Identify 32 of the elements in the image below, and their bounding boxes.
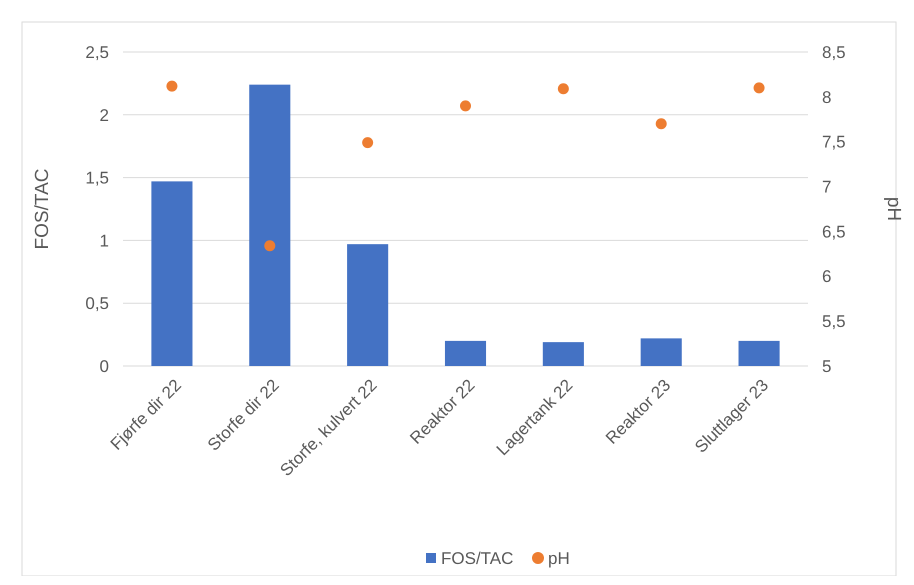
y2-tick-label: 5,5 xyxy=(822,312,846,332)
y2-tick-label: 6 xyxy=(822,267,832,286)
bar xyxy=(640,338,682,366)
y-tick-label: 2,5 xyxy=(85,42,109,62)
y-tick-label: 0,5 xyxy=(85,294,109,314)
y-tick-label: 0 xyxy=(100,356,109,376)
legend-label: FOS/TAC xyxy=(441,548,514,568)
bar xyxy=(444,340,486,366)
y2-tick-label: 8 xyxy=(822,88,832,107)
y2-tick-label: 7,5 xyxy=(822,132,846,152)
y2-tick-label: 5 xyxy=(822,356,832,376)
point xyxy=(656,118,667,130)
y-tick-label: 1 xyxy=(100,231,109,250)
y2-tick-label: 6,5 xyxy=(822,222,846,242)
y2-tick-label: 7 xyxy=(822,178,832,197)
y-axis-title: FOS/TAC xyxy=(32,168,53,250)
point xyxy=(754,82,765,94)
y-tick-label: 1,5 xyxy=(85,168,109,188)
bar xyxy=(249,84,290,366)
legend-label: pH xyxy=(548,548,570,568)
point xyxy=(460,100,471,112)
point xyxy=(558,83,569,94)
point xyxy=(362,137,374,148)
bar xyxy=(151,181,192,366)
bar xyxy=(738,340,780,366)
y2-tick-label: 8,5 xyxy=(822,42,846,62)
y-tick-label: 2 xyxy=(100,106,109,125)
point xyxy=(166,80,178,92)
bar xyxy=(347,244,388,366)
y2-axis-title: pH xyxy=(883,196,904,222)
point xyxy=(264,240,276,252)
bar xyxy=(542,342,584,366)
